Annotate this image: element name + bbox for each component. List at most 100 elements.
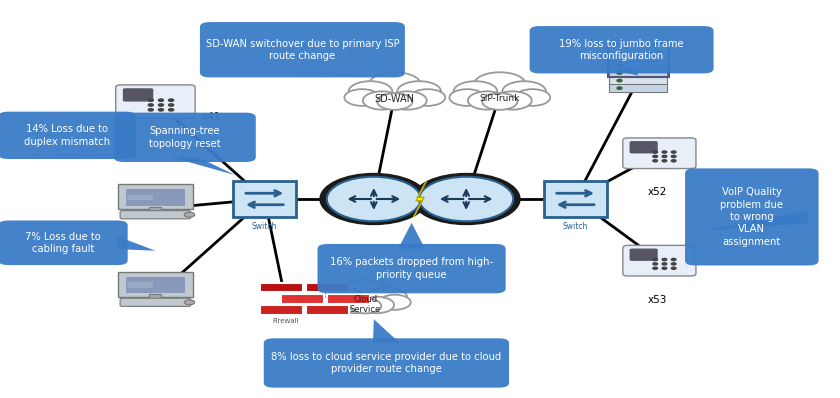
Text: VoIP Quality
problem due
to wrong
VLAN
assignment: VoIP Quality problem due to wrong VLAN a…: [721, 187, 784, 247]
Polygon shape: [54, 154, 155, 155]
Circle shape: [671, 160, 676, 162]
FancyBboxPatch shape: [543, 181, 607, 217]
Text: Server: Server: [643, 50, 664, 55]
Circle shape: [388, 92, 427, 109]
Text: Switch: Switch: [252, 222, 277, 231]
FancyBboxPatch shape: [116, 85, 195, 118]
Circle shape: [662, 263, 667, 265]
FancyBboxPatch shape: [630, 141, 658, 154]
FancyBboxPatch shape: [150, 207, 161, 211]
Circle shape: [344, 89, 380, 106]
Circle shape: [412, 174, 520, 224]
FancyBboxPatch shape: [200, 22, 405, 77]
Text: SD-WAN switchover due to primary ISP
route change: SD-WAN switchover due to primary ISP rou…: [206, 39, 399, 61]
Circle shape: [653, 155, 658, 158]
FancyBboxPatch shape: [530, 26, 714, 73]
Text: x52: x52: [648, 187, 668, 197]
Polygon shape: [608, 68, 638, 76]
FancyBboxPatch shape: [260, 305, 303, 315]
Circle shape: [320, 174, 428, 224]
Polygon shape: [289, 72, 370, 76]
FancyBboxPatch shape: [281, 294, 324, 304]
Circle shape: [653, 267, 658, 269]
Polygon shape: [118, 236, 155, 251]
Circle shape: [337, 297, 371, 313]
FancyBboxPatch shape: [623, 138, 696, 169]
FancyBboxPatch shape: [123, 88, 153, 101]
FancyBboxPatch shape: [0, 220, 128, 265]
Circle shape: [379, 295, 411, 310]
Circle shape: [671, 155, 676, 158]
Circle shape: [148, 104, 154, 106]
Circle shape: [662, 160, 667, 162]
Circle shape: [662, 258, 667, 261]
FancyBboxPatch shape: [306, 305, 349, 315]
Text: 19% loss to jumbo frame
misconfiguration: 19% loss to jumbo frame misconfiguration: [559, 39, 684, 61]
FancyBboxPatch shape: [685, 168, 819, 265]
Circle shape: [327, 177, 421, 221]
FancyBboxPatch shape: [318, 244, 506, 293]
Circle shape: [493, 92, 532, 109]
Circle shape: [184, 212, 195, 217]
FancyBboxPatch shape: [610, 76, 668, 84]
Circle shape: [377, 93, 412, 110]
Polygon shape: [373, 319, 400, 343]
Circle shape: [184, 300, 195, 305]
Circle shape: [419, 177, 513, 221]
Circle shape: [169, 109, 174, 111]
Circle shape: [169, 104, 174, 106]
FancyBboxPatch shape: [610, 69, 668, 77]
Circle shape: [363, 92, 402, 109]
Polygon shape: [701, 211, 809, 231]
Circle shape: [454, 81, 497, 102]
Circle shape: [148, 99, 154, 101]
Circle shape: [617, 72, 622, 74]
FancyBboxPatch shape: [264, 338, 509, 388]
Text: 7% Loss due to
cabling fault: 7% Loss due to cabling fault: [25, 232, 101, 254]
FancyBboxPatch shape: [327, 294, 370, 304]
FancyBboxPatch shape: [610, 61, 668, 69]
Circle shape: [662, 267, 667, 269]
Circle shape: [320, 295, 352, 310]
Polygon shape: [414, 181, 426, 217]
FancyBboxPatch shape: [114, 113, 256, 162]
Circle shape: [169, 99, 174, 101]
Circle shape: [368, 288, 407, 306]
Circle shape: [502, 81, 546, 102]
Circle shape: [617, 87, 622, 90]
Circle shape: [474, 72, 526, 97]
Text: Cloud
Service: Cloud Service: [349, 295, 381, 314]
FancyBboxPatch shape: [306, 283, 349, 293]
FancyBboxPatch shape: [630, 248, 658, 261]
FancyBboxPatch shape: [260, 283, 303, 293]
Circle shape: [324, 288, 363, 306]
Circle shape: [159, 104, 164, 106]
Text: 16% packets dropped from high-
priority queue: 16% packets dropped from high- priority …: [330, 258, 493, 280]
Circle shape: [653, 160, 658, 162]
Circle shape: [617, 79, 622, 82]
Text: Firewall: Firewall: [272, 318, 299, 324]
Circle shape: [360, 297, 394, 313]
FancyBboxPatch shape: [120, 211, 191, 219]
FancyBboxPatch shape: [126, 277, 185, 293]
Circle shape: [671, 267, 676, 269]
FancyBboxPatch shape: [233, 181, 297, 217]
FancyBboxPatch shape: [623, 245, 696, 276]
FancyBboxPatch shape: [118, 184, 193, 209]
FancyBboxPatch shape: [128, 283, 153, 288]
Circle shape: [449, 89, 485, 106]
Circle shape: [662, 155, 667, 158]
Circle shape: [653, 151, 658, 153]
Text: SD-WAN: SD-WAN: [375, 94, 415, 104]
Circle shape: [617, 64, 622, 67]
Circle shape: [515, 89, 550, 106]
FancyBboxPatch shape: [0, 111, 136, 159]
Text: Spanning-tree
topology reset: Spanning-tree topology reset: [149, 126, 221, 148]
Text: x53: x53: [648, 295, 668, 304]
Circle shape: [671, 263, 676, 265]
Circle shape: [468, 92, 507, 109]
Text: x41: x41: [202, 112, 221, 123]
Circle shape: [369, 72, 421, 97]
Circle shape: [159, 99, 164, 101]
Circle shape: [671, 151, 676, 153]
